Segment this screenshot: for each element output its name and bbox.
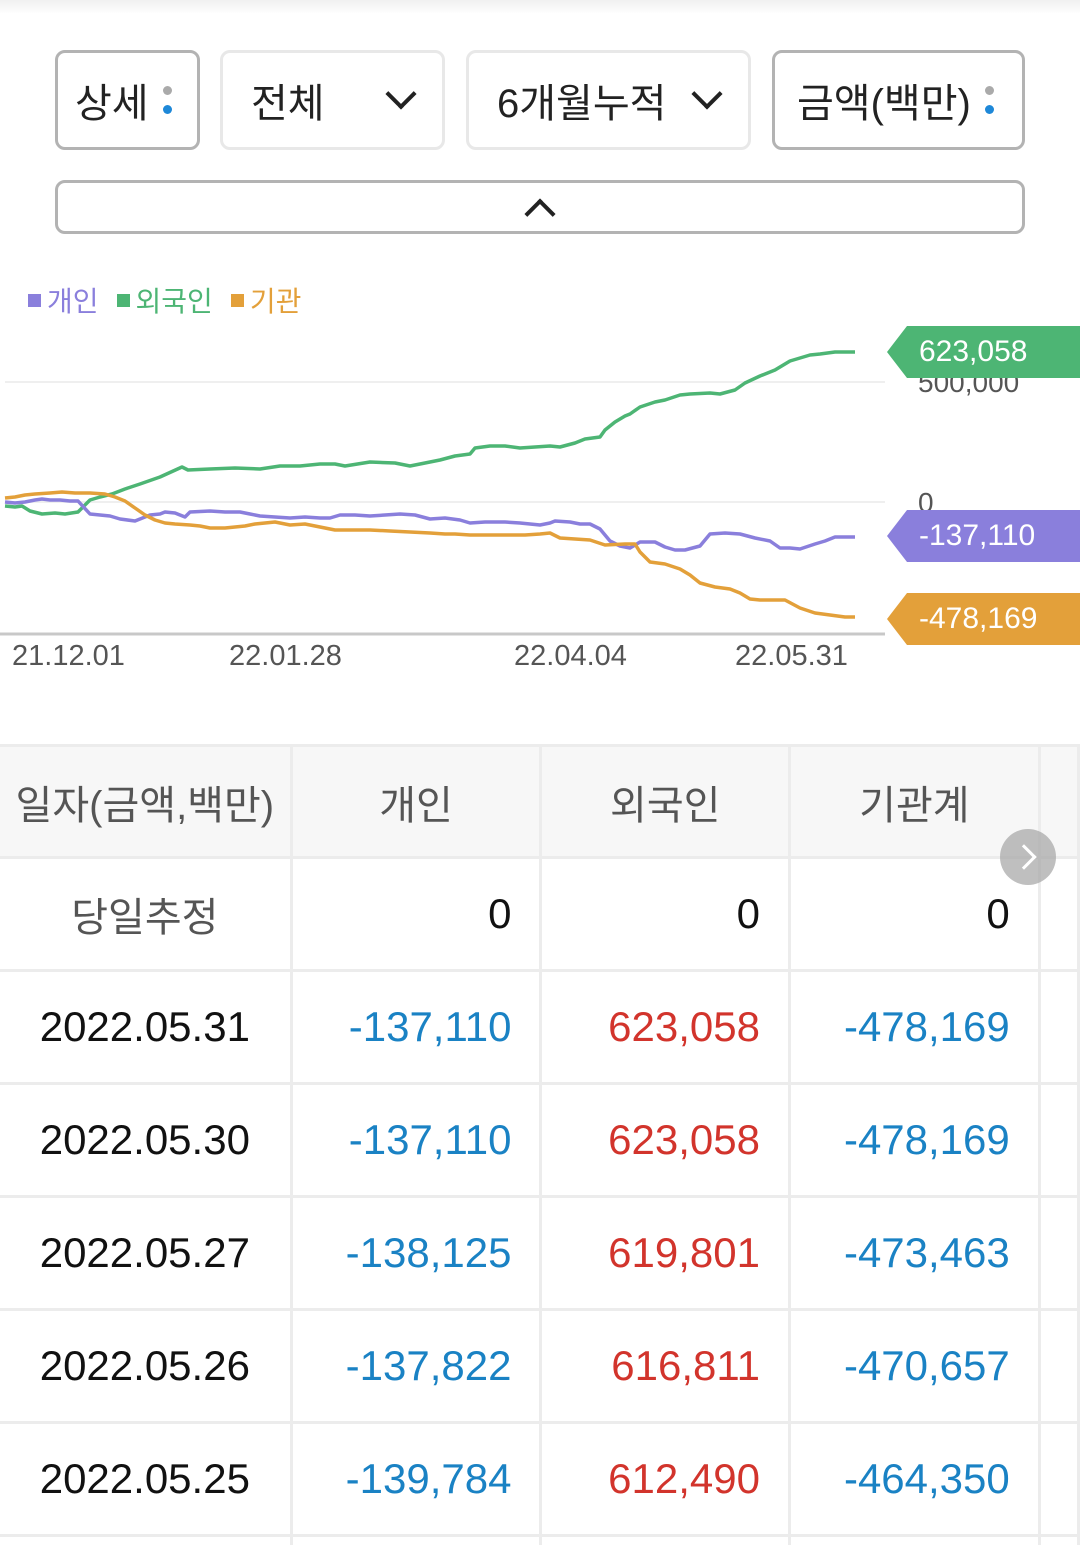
more-options-icon <box>984 86 994 114</box>
cell-individual <box>289 1534 543 1545</box>
legend-institution[interactable]: 기관 <box>230 280 302 320</box>
cell-date: 2022.05.31 <box>0 969 293 1085</box>
legend-individual[interactable]: 개인 <box>28 280 99 320</box>
collapse-toggle-button[interactable] <box>55 180 1025 234</box>
cell-institution: -464,350 <box>787 1421 1041 1537</box>
cell-institution: -470,657 <box>787 1308 1041 1424</box>
series-individual-line <box>4 497 855 552</box>
cell-institution: -478,169 <box>787 969 1041 1085</box>
table-row: 2022.05.30 -137,110 623,058 -478,169 <box>0 1082 1080 1198</box>
chevron-up-icon <box>524 198 556 230</box>
cell-date: 2022.05.25 <box>0 1421 293 1537</box>
chevron-down-icon <box>385 78 417 110</box>
cell-individual: -137,822 <box>289 1308 543 1424</box>
table-row: 2022.05.31 -137,110 623,058 -478,169 <box>0 969 1080 1085</box>
cell-date: 2022.05.26 <box>0 1308 293 1424</box>
cell-overflow <box>1037 1308 1080 1424</box>
unit-value: 금액(백만) <box>797 82 971 126</box>
x-tick: 22.05.31 <box>735 640 848 672</box>
x-tick: 22.01.28 <box>229 640 342 672</box>
table-header-row: 일자(금액,백만) 개인 외국인 기관계 <box>0 744 1080 859</box>
scope-value: 전체 <box>251 82 325 126</box>
legend-swatch-icon <box>28 293 41 307</box>
flag-text: -478,169 <box>919 602 1038 635</box>
cell-overflow <box>1037 1421 1080 1537</box>
cell-foreign <box>539 1534 791 1545</box>
chart-legend: 개인 외국인 기관 <box>28 280 301 320</box>
series-foreign-line <box>4 350 855 516</box>
table-row: 2022.05.27 -138,125 619,801 -473,463 <box>0 1195 1080 1311</box>
scope-dropdown[interactable]: 전체 <box>220 50 445 150</box>
cell-individual: -139,784 <box>289 1421 543 1537</box>
cell-date <box>0 1534 293 1545</box>
unit-button[interactable]: 금액(백만) <box>772 50 1025 150</box>
flag-text: 623,058 <box>919 335 1028 368</box>
cell-date: 2022.05.30 <box>0 1082 293 1198</box>
header-date: 일자(금액,백만) <box>0 744 293 859</box>
cell-foreign: 616,811 <box>539 1308 791 1424</box>
cell-individual: -137,110 <box>289 1082 543 1198</box>
cell-institution: -478,169 <box>787 1082 1041 1198</box>
header-individual: 개인 <box>289 744 543 859</box>
cell-foreign: 0 <box>539 856 791 972</box>
period-dropdown[interactable]: 6개월누적 <box>466 50 751 150</box>
x-tick: 22.04.04 <box>514 640 627 672</box>
line-chart[interactable]: 500,000 0 <box>0 320 1080 700</box>
chevron-down-icon <box>691 78 723 110</box>
more-options-icon <box>162 86 172 114</box>
header-institution: 기관계 <box>787 744 1041 859</box>
chevron-right-icon <box>1011 844 1037 870</box>
legend-label: 개인 <box>47 286 99 317</box>
legend-label: 기관 <box>249 286 302 317</box>
legend-swatch-icon <box>116 293 130 307</box>
cell-individual: -138,125 <box>289 1195 543 1311</box>
value-flag-institution: -478,169 <box>887 593 1080 645</box>
cell-date: 2022.05.27 <box>0 1195 293 1311</box>
cell-individual: 0 <box>289 856 543 972</box>
period-value: 6개월누적 <box>497 82 667 126</box>
legend-foreign[interactable]: 외국인 <box>116 280 213 320</box>
scroll-right-button[interactable] <box>1000 829 1056 885</box>
cell-overflow <box>1037 1534 1080 1545</box>
legend-swatch-icon <box>230 293 244 307</box>
cell-institution: 0 <box>787 856 1041 972</box>
cell-foreign: 623,058 <box>539 1082 791 1198</box>
table-row-partial <box>0 1534 1080 1545</box>
value-flag-individual: -137,110 <box>887 510 1080 562</box>
cell-overflow <box>1037 1195 1080 1311</box>
cell-foreign: 623,058 <box>539 969 791 1085</box>
table-row-estimate: 당일추정 0 0 0 <box>0 856 1080 972</box>
cell-foreign: 612,490 <box>539 1421 791 1537</box>
x-tick: 21.12.01 <box>12 640 125 672</box>
estimate-label: 당일추정 <box>0 856 293 972</box>
legend-label: 외국인 <box>135 286 213 317</box>
top-shadow <box>0 0 1080 14</box>
cell-institution: -473,463 <box>787 1195 1041 1311</box>
header-overflow <box>1037 744 1080 859</box>
cell-institution <box>787 1534 1041 1545</box>
detail-button[interactable]: 상세 <box>55 50 200 150</box>
cell-foreign: 619,801 <box>539 1195 791 1311</box>
cell-individual: -137,110 <box>289 969 543 1085</box>
value-flag-foreign: 623,058 <box>887 326 1080 378</box>
header-foreign: 외국인 <box>539 744 791 859</box>
flag-text: -137,110 <box>919 519 1036 552</box>
detail-label: 상세 <box>75 82 149 126</box>
table-row: 2022.05.25 -139,784 612,490 -464,350 <box>0 1421 1080 1537</box>
cell-overflow <box>1037 1082 1080 1198</box>
series-institution-line <box>4 490 855 619</box>
cell-overflow <box>1037 969 1080 1085</box>
investor-trading-table: 일자(금액,백만) 개인 외국인 기관계 당일추정 0 0 0 2022.05.… <box>0 744 1080 1545</box>
table-row: 2022.05.26 -137,822 616,811 -470,657 <box>0 1308 1080 1424</box>
